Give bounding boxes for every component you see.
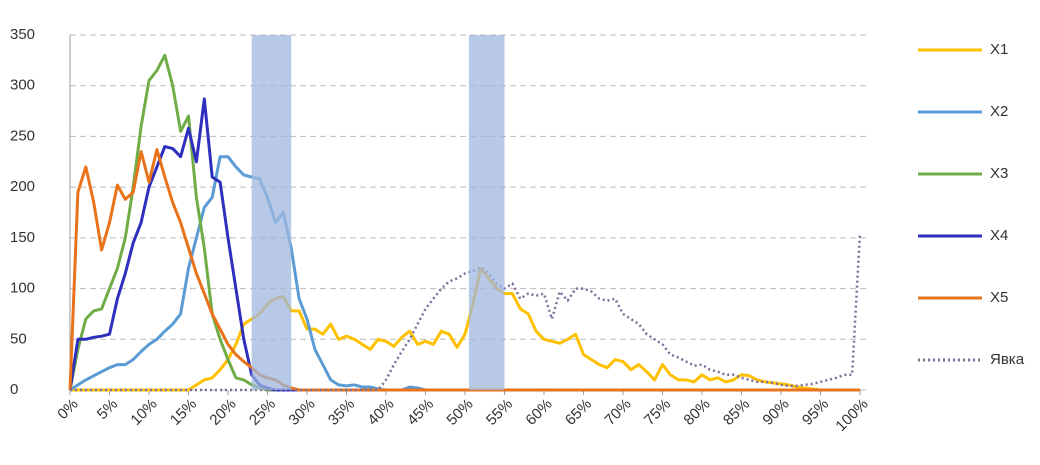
legend-label: Явка: [990, 351, 1025, 368]
x-tick-label: 100%: [832, 396, 871, 435]
x-tick-label: 0%: [54, 396, 81, 423]
shaded-range: [468, 35, 505, 390]
x-tick-label: 30%: [285, 396, 318, 429]
x-tick-label: 45%: [404, 396, 437, 429]
legend-label: X5: [990, 289, 1008, 306]
y-tick-label: 50: [10, 330, 27, 347]
x-tick-label: 35%: [325, 396, 358, 429]
legend-label: X2: [990, 103, 1008, 120]
legend-label: X4: [990, 227, 1008, 244]
x-tick-label: 20%: [206, 396, 239, 429]
x-tick-label: 95%: [799, 396, 832, 429]
shaded-range: [251, 35, 292, 390]
series-line: [68, 53, 860, 392]
x-tick-label: 5%: [94, 396, 121, 423]
x-tick-label: 70%: [601, 396, 634, 429]
y-tick-label: 300: [10, 77, 35, 94]
series-line: [70, 266, 860, 392]
x-tick-label: 80%: [680, 396, 713, 429]
x-tick-label: 40%: [364, 396, 397, 429]
legend-label: X3: [990, 165, 1008, 182]
legend-label: X1: [990, 41, 1008, 58]
x-tick-label: 25%: [246, 396, 279, 429]
x-tick-label: 85%: [720, 396, 753, 429]
y-tick-label: 100: [10, 280, 35, 297]
x-tick-label: 65%: [562, 396, 595, 429]
y-tick-label: 250: [10, 127, 35, 144]
series-line: [70, 232, 862, 392]
x-tick-label: 10%: [127, 396, 160, 429]
x-tick-label: 90%: [759, 396, 792, 429]
y-tick-label: 0: [10, 381, 18, 398]
y-tick-label: 150: [10, 229, 35, 246]
x-tick-label: 50%: [443, 396, 476, 429]
x-tick-label: 75%: [641, 396, 674, 429]
x-tick-label: 55%: [483, 396, 516, 429]
x-tick-label: 15%: [167, 396, 200, 429]
series-line: [68, 148, 860, 392]
y-tick-label: 200: [10, 178, 35, 195]
y-tick-label: 350: [10, 26, 35, 43]
x-tick-label: 60%: [522, 396, 555, 429]
